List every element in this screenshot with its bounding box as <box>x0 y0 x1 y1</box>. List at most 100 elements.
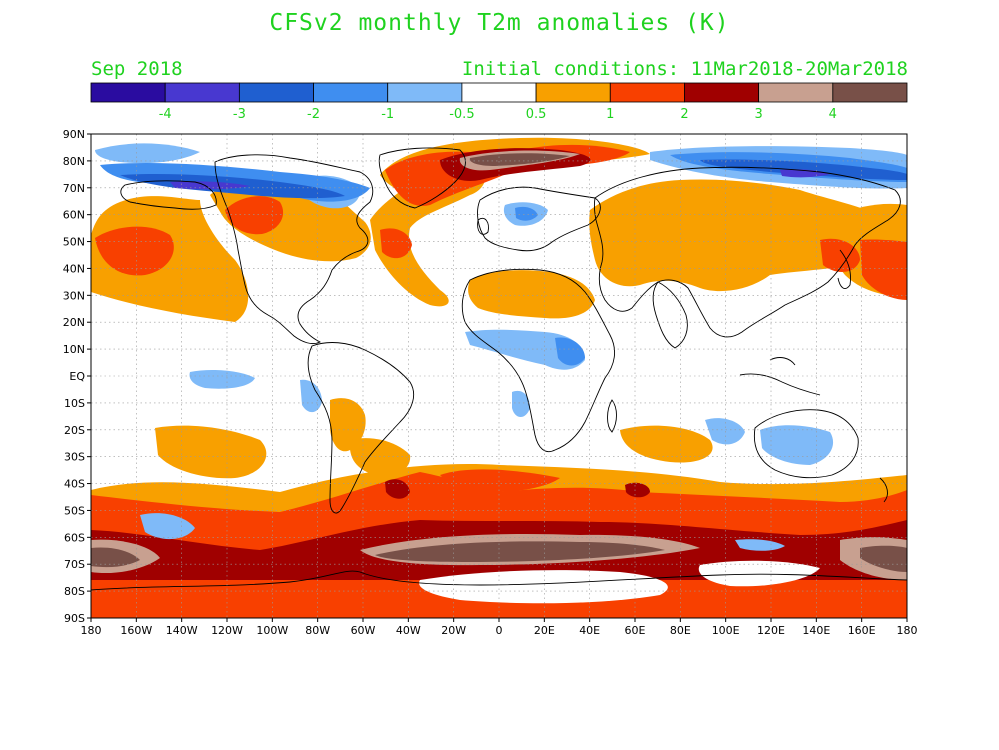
legend-label: -2 <box>307 107 320 120</box>
latitude-label: 50N <box>63 236 85 249</box>
anomaly-nw-pacific-strong <box>860 239 907 300</box>
legend-label: 3 <box>754 107 762 120</box>
anomaly-canada-extreme-cool <box>170 181 250 190</box>
latitude-label: 80N <box>63 155 85 168</box>
latitude-label: 10N <box>63 343 85 356</box>
coast-europe <box>477 186 601 252</box>
longitude-label: 60E <box>625 624 646 637</box>
coast-india <box>652 281 688 349</box>
coast-antarctica <box>91 570 907 591</box>
coast-alaska <box>120 180 217 210</box>
anomaly-antarctic-coast-cool <box>735 539 785 551</box>
anomaly-siberia-extreme-cool <box>780 169 830 178</box>
anomaly-canada-strong <box>225 196 284 235</box>
anomaly-north-africa-warm <box>468 270 595 319</box>
longitude-label: 40E <box>579 624 600 637</box>
longitude-label: 60W <box>351 624 376 637</box>
coast-indonesia <box>739 357 821 396</box>
legend-swatch <box>387 82 463 103</box>
longitude-label: 180 <box>897 624 918 637</box>
anomaly-ross-brown <box>91 547 140 568</box>
legend-swatch <box>238 82 314 103</box>
legend-swatch <box>535 82 611 103</box>
longitude-label: 100W <box>256 624 288 637</box>
color-legend: -4 -3 -2 -1 -0.5 0.5 1 2 3 4 <box>90 82 908 120</box>
anomaly-weddell-brown <box>375 541 665 562</box>
coast-madagascar <box>607 399 617 433</box>
valid-month-label: Sep 2018 <box>91 58 183 80</box>
legend-boxes <box>90 82 908 103</box>
anomaly-greenland-brown <box>469 153 570 166</box>
latitude-label: 40S <box>64 478 85 491</box>
coastlines <box>91 147 907 591</box>
latitude-label: 90N <box>63 128 85 141</box>
map-gridlines <box>91 134 907 618</box>
coast-greenland <box>378 147 466 209</box>
anomaly-east-antarctic-neutral <box>698 560 820 587</box>
legend-label: -4 <box>159 107 172 120</box>
anomaly-peru-cool <box>300 379 322 413</box>
longitude-label: 180 <box>81 624 102 637</box>
coast-japan <box>837 249 851 289</box>
longitude-label: 80W <box>305 624 330 637</box>
latitude-label: 40N <box>63 262 85 275</box>
longitude-label: 100E <box>712 624 740 637</box>
latitude-label: 20S <box>64 424 85 437</box>
latitude-label: 50S <box>64 504 85 517</box>
legend-label: 2 <box>680 107 688 120</box>
anomaly-equatorial-pacific-cool <box>189 370 255 389</box>
anomaly-gulf-alaska-strong <box>95 226 174 276</box>
coast-asia <box>593 166 901 338</box>
anomaly-scandinavia-mod <box>515 206 538 221</box>
coast-africa <box>461 268 616 453</box>
anomaly-south-indian-dark <box>625 482 650 498</box>
legend-label: -1 <box>381 107 394 120</box>
latitude-label: 10S <box>64 397 85 410</box>
legend-swatch <box>313 82 389 103</box>
latitude-label: 60N <box>63 209 85 222</box>
latitude-label: 70S <box>64 558 85 571</box>
latitude-label: 70N <box>63 182 85 195</box>
longitude-label: 20E <box>534 624 555 637</box>
latitude-label: 20N <box>63 316 85 329</box>
anomaly-east-africa-cool <box>512 390 530 417</box>
anomaly-south-atlantic-dark <box>385 479 410 499</box>
latitude-label: 30S <box>64 451 85 464</box>
longitude-label: 120W <box>211 624 243 637</box>
anomaly-central-africa-cool <box>465 329 585 370</box>
longitude-label: 0 <box>496 624 503 637</box>
latitude-label: EQ <box>69 370 85 383</box>
legend-label: 1 <box>606 107 614 120</box>
legend-swatch <box>164 82 240 103</box>
longitude-axis: 180 160W 140W 120W 100W 80W 60W 40W 20W 0 20E 40E 60… <box>81 618 918 637</box>
longitude-label: 20W <box>441 624 466 637</box>
anomaly-japan-strong <box>820 238 860 272</box>
legend-label: 0.5 <box>526 107 547 120</box>
initial-conditions-label: Initial conditions: 11Mar2018-20Mar2018 <box>461 58 908 80</box>
anomaly-eurasia-warm <box>589 179 895 292</box>
longitude-label: 80E <box>670 624 691 637</box>
anomaly-map: 90N 80N 70N 60N 50N 40N 30N 20N 10N EQ 10S 20S 30S 40… <box>63 128 918 637</box>
latitude-label: 30N <box>63 289 85 302</box>
anomaly-antarctic-neutral <box>419 570 668 604</box>
legend-label: -3 <box>233 107 246 120</box>
legend-swatch <box>609 82 685 103</box>
legend-label: -0.5 <box>449 107 474 120</box>
anomaly-north-atlantic-warm <box>370 167 486 307</box>
coast-new-zealand <box>879 477 888 503</box>
latitude-label: 80S <box>64 585 85 598</box>
map-title: CFSv2 monthly T2m anomalies (K) <box>269 10 730 36</box>
anomaly-south-america-warm <box>330 398 366 452</box>
longitude-label: 160E <box>848 624 876 637</box>
longitude-label: 140W <box>166 624 198 637</box>
legend-swatch <box>684 82 760 103</box>
legend-label: 4 <box>829 107 837 120</box>
coast-uk <box>477 217 489 235</box>
legend-swatch <box>758 82 834 103</box>
legend-swatch <box>832 82 908 103</box>
legend-labels: -4 -3 -2 -1 -0.5 0.5 1 2 3 4 <box>159 107 837 120</box>
coast-australia <box>753 409 859 479</box>
anomaly-southeast-pacific-cool <box>140 513 195 540</box>
anomaly-west-atlantic-strong <box>380 228 412 259</box>
longitude-label: 160W <box>120 624 152 637</box>
